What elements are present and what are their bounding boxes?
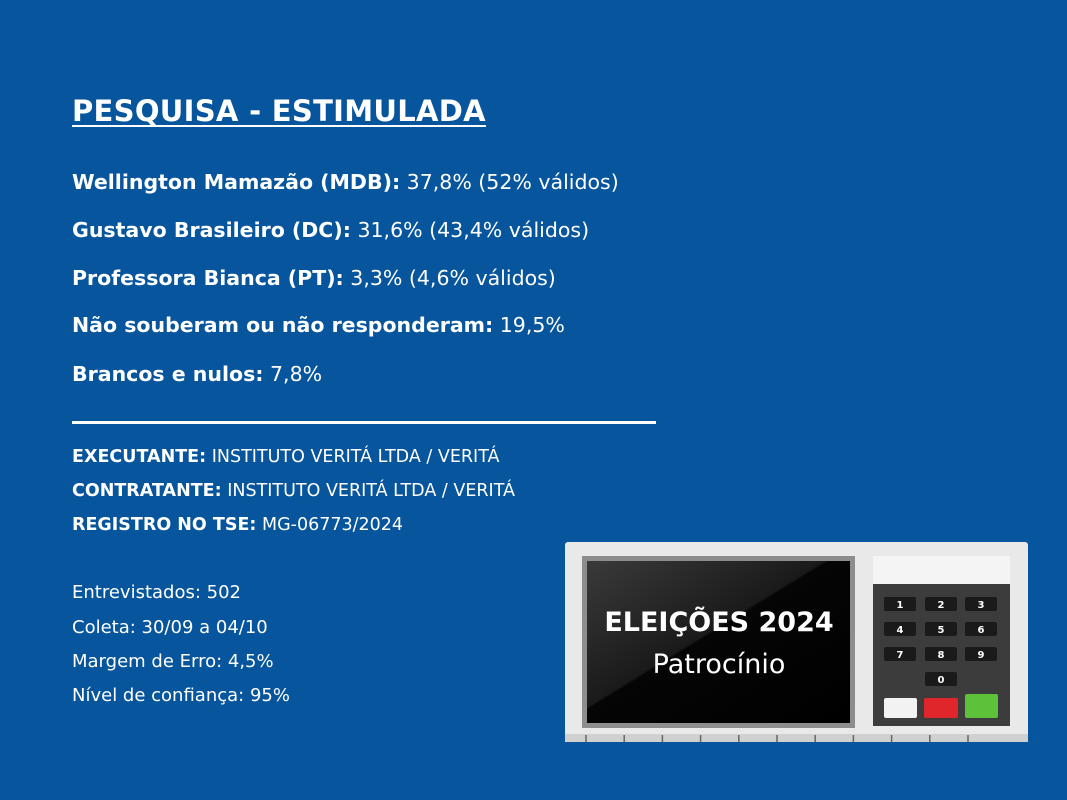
key	[965, 597, 997, 611]
box-base	[565, 734, 1028, 742]
detail: Nível de confiança: 95%	[72, 685, 290, 706]
registry-label: EXECUTANTE:	[72, 447, 207, 467]
registry-label: REGISTRO NO TSE:	[72, 515, 257, 535]
registry-value: INSTITUTO VERITÁ LTDA / VERITÁ	[227, 481, 515, 501]
key	[965, 647, 997, 661]
title: PESQUISA - ESTIMULADA	[72, 94, 486, 128]
key	[925, 597, 957, 611]
result-label: Wellington Mamazão (MDB):	[72, 170, 401, 194]
result: Não souberam ou não responderam: 19,5%	[72, 313, 565, 337]
registry-line: EXECUTANTE: INSTITUTO VERITÁ LTDA / VERI…	[72, 447, 500, 467]
key-label: 8	[938, 650, 945, 661]
key	[925, 622, 957, 636]
result-value: 31,6% (43,4% válidos)	[357, 218, 590, 242]
key	[884, 597, 916, 611]
registry-value: MG-06773/2024	[261, 515, 404, 535]
key-label: 5	[938, 625, 945, 636]
button-red	[924, 698, 958, 718]
key-label: 6	[978, 625, 985, 636]
registry-label: CONTRATANTE:	[72, 481, 222, 501]
result-label: Gustavo Brasileiro (DC):	[72, 218, 351, 242]
result-value: 37,8% (52% válidos)	[406, 170, 619, 194]
key-label: 3	[978, 600, 985, 611]
registry-line: REGISTRO NO TSE: MG-06773/2024	[72, 515, 403, 535]
button-green	[965, 694, 998, 718]
registry-value: INSTITUTO VERITÁ LTDA / VERITÁ	[211, 447, 500, 467]
key-label: 7	[897, 650, 904, 661]
keypad-top	[873, 556, 1010, 584]
button-white	[884, 698, 917, 718]
divider	[72, 421, 656, 424]
detail: Entrevistados: 502	[72, 582, 241, 603]
key-label: 4	[897, 625, 904, 636]
result: Wellington Mamazão (MDB): 37,8% (52% vál…	[72, 170, 619, 194]
key-label: 0	[938, 675, 945, 686]
key	[965, 622, 997, 636]
registry-line: CONTRATANTE: INSTITUTO VERITÁ LTDA / VER…	[72, 481, 515, 501]
result-value: 7,8%	[270, 362, 323, 386]
result-label: Não souberam ou não responderam:	[72, 313, 494, 337]
result-value: 3,3% (4,6% válidos)	[350, 266, 556, 290]
screen-subtitle: Patrocínio	[653, 649, 786, 680]
key-label: 9	[978, 650, 985, 661]
result: Brancos e nulos: 7,8%	[72, 362, 322, 386]
key	[884, 622, 916, 636]
detail: Coleta: 30/09 a 04/10	[72, 617, 268, 638]
screen	[587, 561, 850, 723]
key	[925, 647, 957, 661]
key-label: 2	[938, 600, 945, 611]
key	[925, 672, 957, 686]
result-label: Professora Bianca (PT):	[72, 266, 344, 290]
screen-title: ELEIÇÕES 2024	[604, 606, 833, 638]
result: Gustavo Brasileiro (DC): 31,6% (43,4% vá…	[72, 218, 589, 242]
result-value: 19,5%	[499, 313, 565, 337]
detail: Margem de Erro: 4,5%	[72, 651, 274, 672]
result: Professora Bianca (PT): 3,3% (4,6% válid…	[72, 266, 556, 290]
key-label: 1	[897, 600, 904, 611]
key	[884, 647, 916, 661]
result-label: Brancos e nulos:	[72, 362, 264, 386]
